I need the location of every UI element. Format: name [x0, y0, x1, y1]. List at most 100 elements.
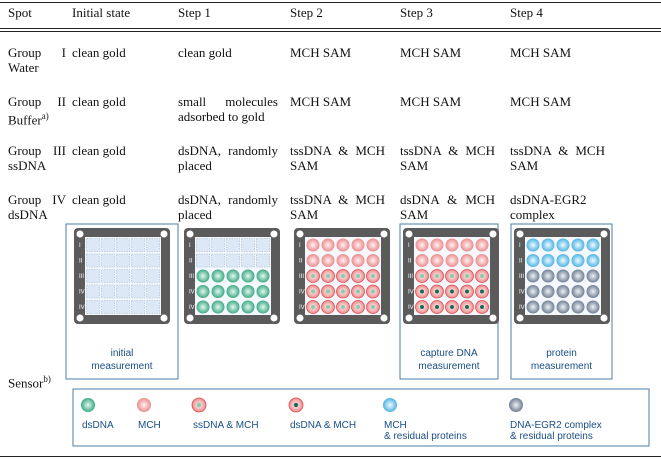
chip-hole	[296, 230, 304, 238]
spot-gray	[541, 300, 555, 314]
chip-hole	[76, 230, 84, 238]
spot-ds	[81, 398, 95, 412]
spot-blue	[526, 254, 540, 267]
column-header: Step 3	[400, 5, 433, 20]
panel-frame	[510, 223, 613, 380]
spot-core	[435, 305, 439, 309]
spot-ds	[256, 285, 270, 298]
gold-cell	[131, 300, 145, 314]
panel-label: measurement	[531, 361, 592, 372]
spot-ring	[415, 284, 429, 299]
spot-core	[371, 305, 375, 309]
header-rule	[0, 31, 661, 32]
spot-core	[420, 305, 424, 309]
spot-core	[196, 402, 202, 408]
cell-text: tssDNA & MCH SAM	[510, 143, 605, 173]
legend-label: MCH	[384, 420, 407, 431]
row-label: I	[79, 243, 81, 249]
row-label: IV	[189, 290, 195, 296]
spot-gray	[586, 300, 600, 314]
gold-cell	[146, 269, 160, 283]
cell-text: dsDNA & MCH SAM	[400, 192, 495, 222]
spot-blue	[383, 398, 397, 412]
spot-core	[465, 289, 469, 294]
spot-mch	[445, 238, 459, 252]
legend-frame	[72, 388, 650, 447]
spot-mch	[415, 254, 429, 267]
spot-gray	[556, 300, 570, 314]
legend-label: DNA-EGR2 complex	[510, 420, 602, 431]
row-label: II	[519, 259, 523, 265]
spot-ring	[366, 300, 380, 314]
gold-cell	[116, 253, 130, 268]
spot-ds	[226, 300, 240, 314]
spot-mch	[336, 238, 350, 252]
gold-cell	[101, 300, 115, 314]
spot-gray	[509, 398, 523, 412]
spot-ring	[351, 269, 365, 283]
spot-mch	[430, 254, 444, 267]
chip-hole	[186, 230, 194, 238]
spot-core	[311, 289, 315, 294]
bottom-rule	[0, 456, 661, 457]
row-label: IV	[519, 305, 525, 311]
footnote-mark: b)	[43, 374, 51, 384]
spot-ring	[336, 284, 350, 299]
spot-blue	[556, 254, 570, 267]
spot-core	[450, 289, 454, 294]
row-label: IV	[519, 290, 525, 296]
chip-hole	[489, 230, 497, 238]
cell-text: dsDNA, randomly placed	[178, 143, 278, 173]
panel-label: measurement	[418, 361, 479, 372]
gold-cell	[101, 253, 115, 268]
cell-text: dsDNA-EGR2 complex	[510, 192, 587, 222]
spot-ds	[226, 269, 240, 283]
gold-cell	[131, 269, 145, 283]
spot-gray	[526, 269, 540, 283]
cell-text: clean gold	[72, 94, 126, 109]
row-label: I	[408, 243, 410, 249]
row-label: IV	[408, 305, 414, 311]
row-label: II	[189, 259, 193, 265]
spot-mch	[306, 238, 320, 252]
spot-gray	[541, 269, 555, 283]
spot-ring	[366, 284, 380, 299]
spot-blue	[586, 254, 600, 267]
gold-cell	[226, 253, 240, 268]
spot-ring	[306, 269, 320, 283]
chip-hole	[380, 314, 388, 322]
spot-core	[435, 274, 439, 278]
spot-ds	[226, 285, 240, 298]
gold-cell	[101, 269, 115, 283]
chip-hole	[489, 314, 497, 322]
spot-label: Group IV dsDNA	[8, 192, 66, 222]
spot-core	[480, 305, 484, 309]
gold-cell	[146, 284, 160, 299]
gold-cell	[196, 238, 210, 252]
spot-ds	[196, 300, 210, 314]
chip-hole	[600, 230, 608, 238]
gold-cell	[211, 238, 225, 252]
spot-ring	[460, 300, 474, 314]
gold-cell	[241, 238, 255, 252]
spot-ring	[321, 300, 335, 314]
spot-label: Group I Water	[8, 45, 66, 75]
gold-cell	[131, 238, 145, 252]
chip-hole	[380, 230, 388, 238]
gold-cell	[116, 269, 130, 283]
spot-ring	[351, 300, 365, 314]
spot-core	[435, 289, 439, 294]
spot-text: Sensor	[8, 375, 44, 391]
legend-label: dsDNA & MCH	[290, 420, 356, 431]
spot-blue	[556, 238, 570, 252]
gold-cell	[116, 284, 130, 299]
spot-core	[480, 274, 484, 278]
spot-gray	[556, 269, 570, 283]
legend-label: & residual proteins	[510, 431, 593, 442]
spot-text: Group III ssDNA	[8, 143, 66, 173]
spot-ds	[256, 269, 270, 283]
chip-hole	[186, 314, 194, 322]
panel-frame	[65, 223, 179, 380]
row-label: IV	[408, 290, 414, 296]
